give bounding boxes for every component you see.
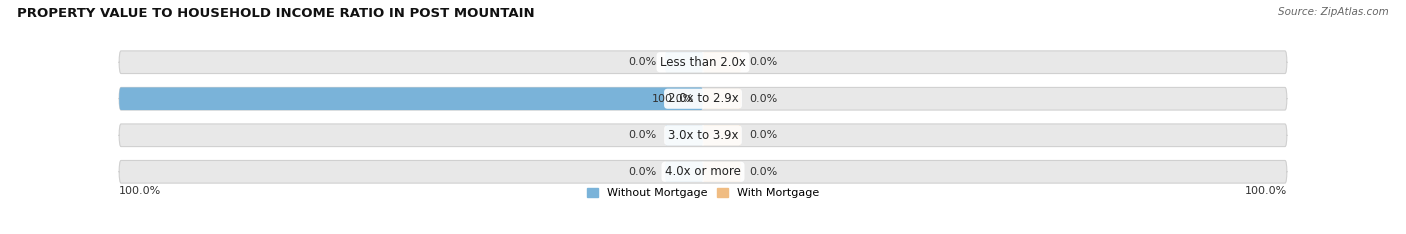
Text: 3.0x to 3.9x: 3.0x to 3.9x	[668, 129, 738, 142]
Text: 0.0%: 0.0%	[749, 130, 778, 140]
FancyBboxPatch shape	[703, 89, 741, 109]
FancyBboxPatch shape	[665, 52, 703, 72]
Text: Less than 2.0x: Less than 2.0x	[659, 56, 747, 69]
FancyBboxPatch shape	[120, 88, 1286, 110]
Text: 4.0x or more: 4.0x or more	[665, 165, 741, 178]
FancyBboxPatch shape	[665, 162, 703, 182]
Text: 100.0%: 100.0%	[120, 186, 162, 196]
Text: 100.0%: 100.0%	[652, 94, 695, 104]
Legend: Without Mortgage, With Mortgage: Without Mortgage, With Mortgage	[588, 188, 818, 198]
Text: 0.0%: 0.0%	[628, 57, 657, 67]
FancyBboxPatch shape	[665, 125, 703, 145]
Text: 2.0x to 2.9x: 2.0x to 2.9x	[668, 92, 738, 105]
Text: 100.0%: 100.0%	[1244, 186, 1286, 196]
FancyBboxPatch shape	[120, 88, 703, 110]
Text: 0.0%: 0.0%	[749, 167, 778, 177]
FancyBboxPatch shape	[703, 125, 741, 145]
FancyBboxPatch shape	[120, 161, 1286, 183]
FancyBboxPatch shape	[120, 124, 1286, 146]
Text: 0.0%: 0.0%	[628, 130, 657, 140]
Text: 0.0%: 0.0%	[628, 167, 657, 177]
Text: 0.0%: 0.0%	[749, 94, 778, 104]
Text: 0.0%: 0.0%	[749, 57, 778, 67]
Text: Source: ZipAtlas.com: Source: ZipAtlas.com	[1278, 7, 1389, 17]
FancyBboxPatch shape	[703, 52, 741, 72]
FancyBboxPatch shape	[703, 162, 741, 182]
FancyBboxPatch shape	[120, 51, 1286, 73]
Text: PROPERTY VALUE TO HOUSEHOLD INCOME RATIO IN POST MOUNTAIN: PROPERTY VALUE TO HOUSEHOLD INCOME RATIO…	[17, 7, 534, 20]
